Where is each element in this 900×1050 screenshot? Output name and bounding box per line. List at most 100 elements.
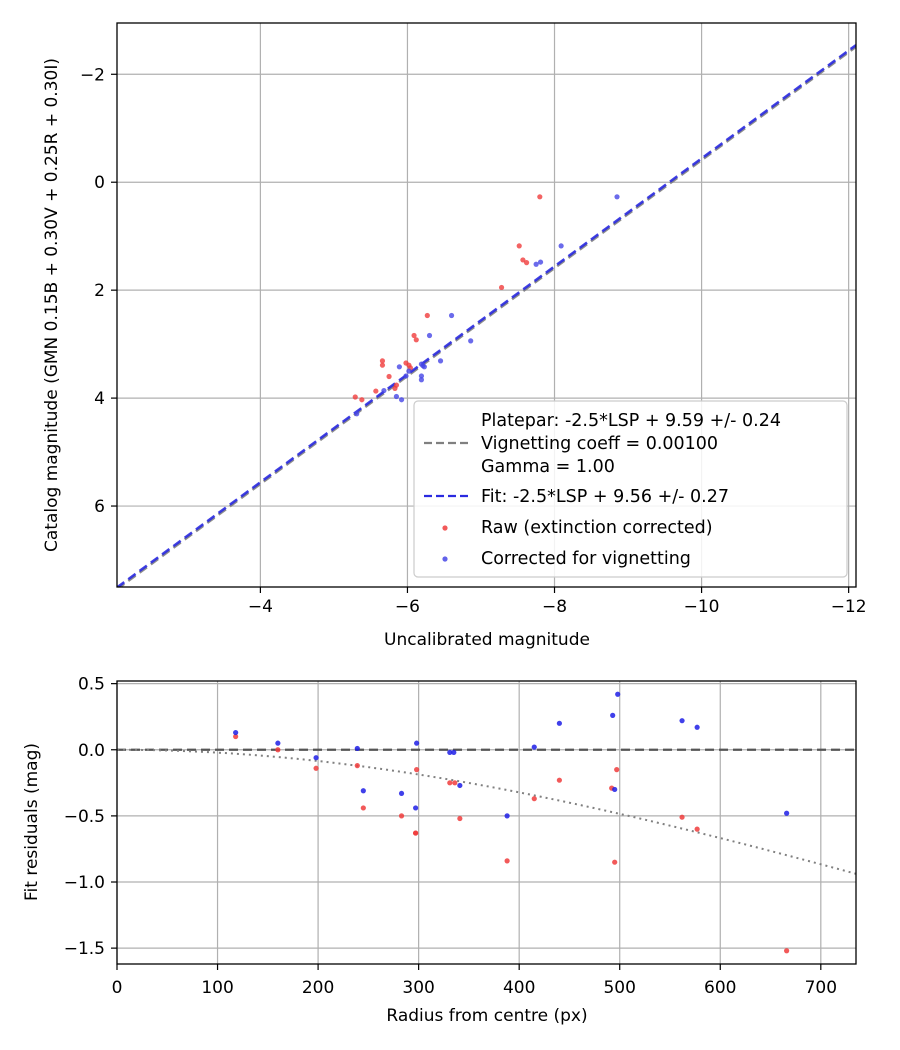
- residuals-x-axis-label: Radius from centre (px): [386, 1006, 587, 1026]
- legend-raw-marker: [442, 525, 448, 531]
- residuals-raw-point: [457, 815, 463, 822]
- calibration-raw-point: [516, 243, 522, 249]
- calibration-corrected-point: [403, 373, 409, 379]
- residuals-corrected-point: [504, 813, 510, 819]
- residuals-y-tick-label: −1.5: [64, 939, 105, 959]
- calibration-corrected-point: [381, 387, 387, 394]
- residuals-raw-point: [360, 805, 366, 811]
- calibration-corrected-point: [396, 364, 402, 370]
- calibration-raw-point: [373, 388, 379, 394]
- residuals-corrected-point: [615, 691, 621, 697]
- calibration-plot-frame: [116, 22, 857, 588]
- calibration-raw-point: [393, 382, 400, 388]
- residuals-raw-point: [233, 733, 239, 740]
- residuals-corrected-point: [414, 740, 420, 746]
- residuals-x-tick-label: 200: [302, 978, 334, 998]
- calibration-raw-point: [386, 373, 392, 380]
- residuals-corrected-point: [354, 745, 360, 752]
- residuals-corrected-point: [694, 724, 700, 730]
- calibration-corrected-point: [421, 364, 427, 370]
- calibration-y-tick-label: 2: [94, 281, 105, 301]
- legend-raw-label: Raw (extinction corrected): [481, 518, 713, 538]
- residuals-x-tick-label: 600: [704, 978, 736, 998]
- residuals-raw-point: [313, 765, 319, 771]
- calibration-ticks: −4 −6 −8 −10 −12 −2 0 2 4 6: [80, 65, 867, 617]
- calibration-corrected-point: [468, 338, 474, 344]
- calibration-x-tick-label: −10: [684, 597, 720, 617]
- residuals-x-tick-label: 700: [805, 978, 837, 998]
- calibration-raw-point: [424, 312, 430, 319]
- residuals-corrected-point: [360, 788, 366, 794]
- legend-gamma-label: Gamma = 1.00: [481, 457, 615, 477]
- residuals-raw-point: [614, 767, 620, 773]
- residuals-raw-point: [414, 767, 420, 773]
- calibration-raw-point: [523, 260, 530, 266]
- residuals-raw-point: [398, 813, 405, 819]
- calibration-corrected-point: [437, 358, 444, 364]
- residuals-raw-point: [556, 777, 562, 783]
- residuals-raw-point: [504, 858, 510, 864]
- residuals-ticks: 0 100 200 300 400 500 600 700 0.5 0.0 −0.5 −1.0 −1.5: [64, 675, 837, 998]
- residuals-raw-point: [354, 763, 360, 769]
- residuals-y-tick-label: −0.5: [64, 807, 105, 827]
- residuals-y-axis-label: Fit residuals (mag): [22, 743, 42, 901]
- calibration-raw-point: [379, 358, 386, 364]
- residuals-corrected-point: [457, 782, 463, 789]
- residuals-corrected-point: [531, 744, 537, 750]
- legend-box: [413, 400, 848, 578]
- calibration-raw-point: [411, 332, 417, 339]
- residuals-x-tick-label: 300: [402, 978, 434, 998]
- calibration-x-tick-label: −6: [395, 597, 420, 617]
- calibration-x-axis-label: Uncalibrated magnitude: [384, 630, 590, 650]
- residuals-y-tick-label: −1.0: [64, 873, 105, 893]
- calibration-raw-point: [413, 337, 419, 343]
- residuals-corrected-point: [413, 805, 419, 811]
- residuals-raw-point: [612, 859, 618, 865]
- calibration-x-tick-label: −12: [831, 597, 867, 617]
- residuals-corrected-point: [313, 755, 319, 761]
- calibration-corrected-point: [354, 411, 360, 417]
- residuals-corrected-point: [233, 729, 239, 736]
- residuals-plot-frame: [116, 680, 857, 965]
- residuals-y-tick-label: 0.0: [78, 741, 105, 761]
- calibration-y-tick-label: 4: [94, 389, 105, 409]
- residuals-corrected-point: [556, 720, 562, 726]
- calibration-corrected-point: [418, 373, 425, 379]
- calibration-platepar-line: [117, 45, 856, 587]
- residuals-corrected-point: [610, 712, 616, 718]
- residuals-raw-point: [694, 826, 700, 832]
- residuals-corrected-point: [398, 790, 405, 797]
- residuals-x-tick-label: 400: [503, 978, 535, 998]
- residuals-y-tick-label: 0.5: [78, 675, 105, 695]
- legend-corrected-label: Corrected for vignetting: [481, 549, 691, 569]
- calibration-corrected-point: [537, 259, 544, 265]
- calibration-raw-point: [498, 284, 505, 291]
- residuals-corrected-point: [679, 718, 685, 724]
- calibration-points: [352, 194, 620, 417]
- residuals-raw-point: [531, 796, 537, 802]
- calibration-corrected-point: [406, 368, 412, 374]
- calibration-fit-line: [117, 44, 856, 587]
- residuals-corrected-point: [447, 749, 453, 756]
- calibration-raw-point: [520, 257, 526, 263]
- calibration-corrected-point: [418, 377, 425, 383]
- calibration-x-tick-label: −8: [542, 597, 567, 617]
- calibration-corrected-point: [614, 194, 620, 200]
- residuals-corrected-point: [275, 740, 281, 746]
- calibration-y-tick-label: −2: [80, 65, 105, 85]
- residuals-reference-lines: [117, 748, 856, 875]
- calibration-corrected-point: [393, 393, 400, 400]
- calibration-raw-point: [359, 397, 365, 403]
- residuals-raw-point: [447, 780, 453, 786]
- calibration-raw-point: [537, 194, 543, 200]
- residuals-raw-point: [784, 948, 790, 954]
- residuals-corrected-point: [784, 810, 790, 816]
- calibration-corrected-point: [448, 312, 455, 319]
- residuals-corrected-point: [451, 749, 457, 756]
- residuals-raw-point: [413, 830, 419, 836]
- calibration-x-tick-label: −4: [248, 597, 273, 617]
- residuals-points: [233, 691, 790, 954]
- calibration-plot: −4 −6 −8 −10 −12 −2 0 2 4 6 Uncalibrated magnitud…: [42, 22, 867, 650]
- calibration-y-tick-label: 6: [94, 497, 105, 517]
